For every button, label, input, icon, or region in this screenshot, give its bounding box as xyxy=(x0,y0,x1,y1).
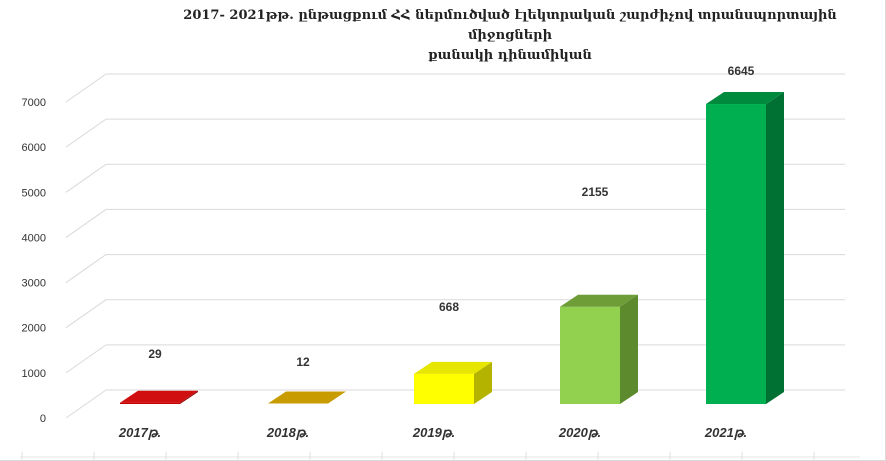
gridline-perspective xyxy=(65,163,107,193)
bar-side xyxy=(474,361,492,404)
x-tick-label: 2017թ. xyxy=(118,425,161,440)
data-label: 29 xyxy=(148,347,162,361)
bar-side xyxy=(766,92,784,405)
bar-top xyxy=(120,390,198,403)
y-tick-label: 7000 xyxy=(22,97,46,109)
data-label: 12 xyxy=(296,355,310,369)
data-label: 668 xyxy=(439,300,459,314)
bar-top xyxy=(706,92,784,105)
bar-top xyxy=(414,361,492,374)
y-tick-label: 6000 xyxy=(22,142,46,154)
y-tick-label: 1000 xyxy=(22,368,46,380)
bar-front xyxy=(120,402,180,404)
x-tick-label: 2018թ. xyxy=(266,425,309,440)
y-tick-label: 2000 xyxy=(22,323,46,335)
bar-front xyxy=(414,373,474,404)
gridline-perspective xyxy=(65,299,107,329)
x-tick-label: 2021թ. xyxy=(704,425,747,440)
chart-title-line-2: քանակի դինամիկան xyxy=(428,48,592,63)
y-tick-label: 4000 xyxy=(22,232,46,244)
chart-title-line-1: 2017- 2021թթ. ընթացքում ՀՀ ներմուծված էլ… xyxy=(183,8,837,43)
chart-title: 2017- 2021թթ. ընթացքում ՀՀ ներմուծված էլ… xyxy=(150,6,870,66)
data-label: 2155 xyxy=(582,185,609,199)
bar-side xyxy=(180,390,198,404)
gridline-perspective xyxy=(65,118,107,148)
data-label: 6645 xyxy=(728,64,755,78)
gridline-perspective xyxy=(65,254,107,283)
y-tick-label: 0 xyxy=(40,413,46,425)
gridline-perspective xyxy=(65,344,107,374)
gridline-perspective xyxy=(65,73,107,103)
bar-front xyxy=(706,104,766,405)
x-tick-label: 2019թ. xyxy=(412,425,455,440)
bar-top xyxy=(268,391,346,404)
y-tick-label: 5000 xyxy=(22,187,46,199)
gridline-perspective xyxy=(65,389,107,419)
gridline-perspective xyxy=(65,209,107,238)
bar-side xyxy=(620,294,638,404)
y-tick-label: 3000 xyxy=(22,278,46,290)
x-tick-label: 2020թ. xyxy=(558,425,601,440)
bar-front xyxy=(560,306,620,404)
bar-top xyxy=(560,294,638,307)
